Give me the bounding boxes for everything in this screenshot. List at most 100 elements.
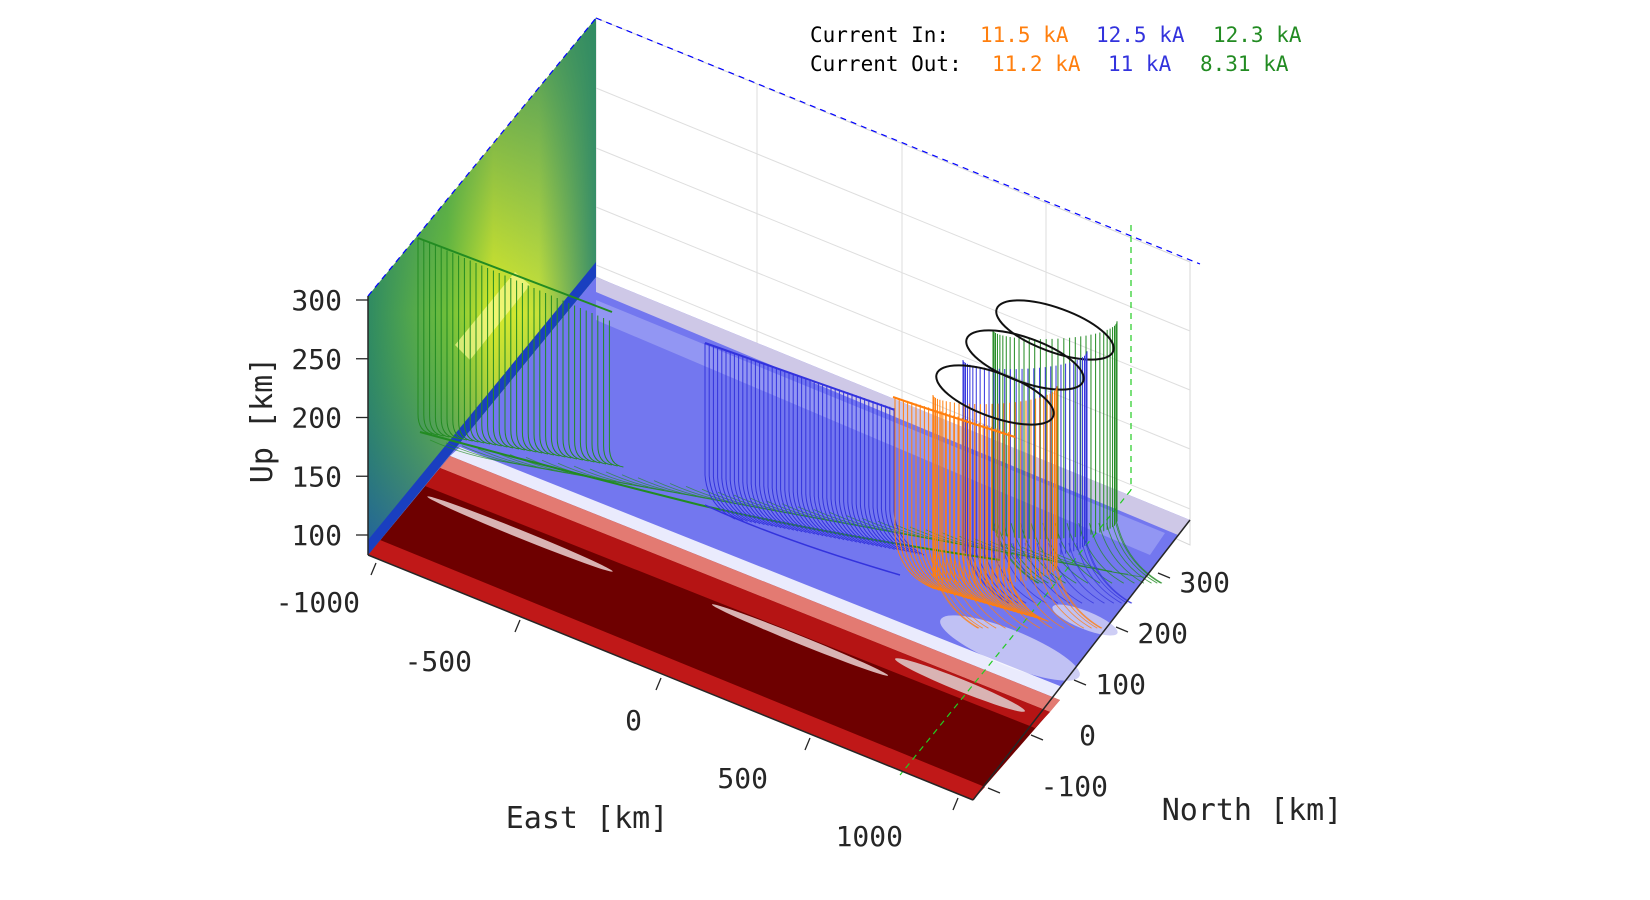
field-line-blue bbox=[813, 380, 845, 541]
sheet-top-blue bbox=[704, 342, 896, 411]
field-line-blue bbox=[805, 377, 837, 539]
field-line-orange bbox=[894, 397, 936, 590]
field-line-green bbox=[527, 285, 543, 454]
legend-out-green: 8.31 kA bbox=[1200, 52, 1289, 76]
field-line-orange bbox=[915, 403, 957, 596]
field-line-green bbox=[545, 293, 560, 457]
field-line-orange bbox=[1018, 568, 1064, 629]
field-line-blue bbox=[826, 385, 858, 543]
field-line-orange bbox=[986, 425, 1028, 616]
field-line-orange bbox=[936, 410, 978, 602]
field-line-orange bbox=[1055, 568, 1102, 629]
field-line-green bbox=[603, 318, 618, 467]
field-line-blue bbox=[784, 370, 816, 535]
field-line-orange bbox=[961, 417, 1003, 609]
field-line-blue bbox=[712, 345, 744, 522]
x-tick-mark bbox=[514, 619, 521, 633]
field-line-green bbox=[539, 290, 554, 456]
field-line-orange bbox=[1038, 568, 1085, 629]
field-line-blue bbox=[1081, 543, 1128, 604]
field-line-green bbox=[1111, 523, 1158, 584]
field-line-blue bbox=[1048, 543, 1094, 604]
field-line-blue bbox=[780, 369, 811, 534]
field-line-green bbox=[458, 255, 473, 442]
field-line-green bbox=[487, 268, 502, 447]
x-tick-label: 0 bbox=[625, 704, 642, 737]
x-tick-label: -500 bbox=[405, 645, 472, 678]
field-line-orange bbox=[982, 424, 1024, 615]
field-line-blue bbox=[817, 382, 849, 542]
y-axis-label: North [km] bbox=[1162, 793, 1343, 828]
sheet-top-orange bbox=[892, 396, 1016, 438]
field-line-green bbox=[1098, 523, 1145, 584]
field-line-blue bbox=[1076, 543, 1122, 604]
field-line-green bbox=[591, 313, 607, 465]
field-line-orange bbox=[932, 408, 973, 601]
x-axis-label: East [km] bbox=[506, 801, 669, 836]
field-line-orange bbox=[902, 399, 944, 592]
field-line-orange bbox=[1029, 568, 1075, 629]
field-line-green bbox=[1078, 523, 1124, 584]
field-line-green bbox=[429, 243, 444, 437]
field-line-orange bbox=[991, 426, 1032, 618]
field-line-blue bbox=[742, 356, 774, 527]
z-tick-label: 250 bbox=[291, 343, 342, 376]
field-line-orange bbox=[933, 568, 980, 629]
field-line-blue bbox=[717, 347, 748, 522]
field-line-orange bbox=[1051, 568, 1098, 629]
field-line-blue bbox=[721, 348, 753, 523]
field-line-blue bbox=[830, 386, 862, 544]
field-line-orange bbox=[937, 568, 983, 629]
field-line-orange bbox=[923, 406, 965, 598]
field-line-blue bbox=[834, 387, 866, 545]
legend-row-out-label: Current Out: bbox=[810, 52, 962, 76]
field-line-blue bbox=[893, 408, 925, 556]
field-line-blue bbox=[864, 398, 895, 550]
field-line-green bbox=[434, 245, 450, 438]
field-line-green bbox=[481, 265, 496, 446]
field-line-blue bbox=[822, 383, 853, 542]
field-line-green bbox=[516, 280, 531, 452]
field-line-green bbox=[417, 238, 433, 435]
legend-in-blue: 12.5 kA bbox=[1096, 23, 1185, 47]
loop-rim bbox=[995, 299, 1115, 361]
field-line-green bbox=[446, 250, 462, 440]
field-line-blue bbox=[775, 367, 807, 534]
y-tick-label: 200 bbox=[1137, 617, 1188, 650]
field-line-green bbox=[463, 258, 479, 443]
field-line-green bbox=[452, 253, 467, 441]
x-tick-mark bbox=[370, 562, 377, 576]
field-line-green bbox=[556, 298, 572, 459]
field-line-orange bbox=[911, 402, 952, 595]
field-line-blue bbox=[1059, 543, 1105, 604]
field-line-green bbox=[1106, 523, 1152, 584]
field-line-blue bbox=[889, 406, 921, 555]
field-line-blue bbox=[868, 399, 900, 551]
field-line-green bbox=[597, 315, 612, 466]
field-line-green bbox=[492, 270, 508, 448]
field-line-blue bbox=[843, 390, 874, 546]
back-wall-grid bbox=[595, 17, 1191, 546]
field-line-blue bbox=[738, 354, 769, 526]
axis-ticks: -1000-50005001000-1000100200300100150200… bbox=[276, 284, 1230, 853]
field-line-green bbox=[423, 240, 438, 436]
legend-out-orange: 11.2 kA bbox=[992, 52, 1081, 76]
field-line-orange bbox=[999, 429, 1041, 620]
loop-rim bbox=[935, 364, 1055, 426]
field-line-blue bbox=[851, 393, 883, 548]
field-line-orange bbox=[898, 398, 940, 591]
y-tick-label: 100 bbox=[1095, 668, 1146, 701]
field-line-green bbox=[498, 273, 514, 449]
field-line-green bbox=[1066, 523, 1113, 584]
y-tick-mark bbox=[1030, 734, 1044, 741]
field-line-blue bbox=[767, 364, 799, 532]
legend: Current In: 11.5 kA 12.5 kA 12.3 kA Curr… bbox=[810, 23, 1302, 76]
field-line-blue bbox=[733, 353, 765, 526]
legend-row-in-label: Current In: bbox=[810, 23, 949, 47]
field-line-blue bbox=[750, 358, 782, 529]
field-line-orange bbox=[1003, 430, 1045, 621]
field-line-orange bbox=[944, 412, 986, 604]
field-line-green bbox=[504, 275, 520, 450]
y-tick-label: 0 bbox=[1079, 719, 1096, 752]
field-line-blue bbox=[763, 363, 795, 531]
